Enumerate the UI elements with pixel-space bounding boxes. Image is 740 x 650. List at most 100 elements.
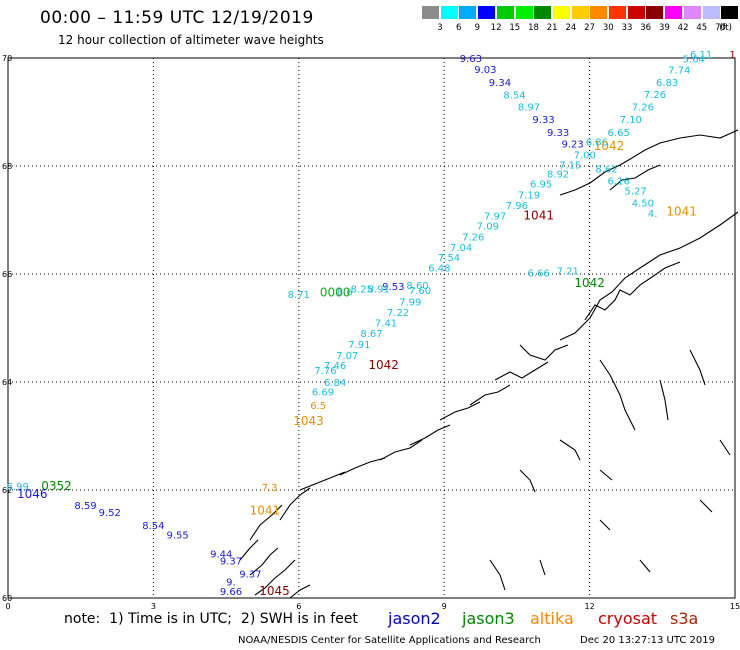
wave-height-reading: 8.25 xyxy=(351,284,373,295)
wave-height-reading: 6.66 xyxy=(528,269,550,280)
scale-swatch xyxy=(646,6,664,19)
longitude-label: 15 xyxy=(730,602,740,611)
wave-height-reading: 1041 xyxy=(250,503,281,517)
scale-swatch xyxy=(609,6,626,19)
wave-height-reading: 1046 xyxy=(17,487,48,501)
wave-height-reading: 7.46 xyxy=(324,361,346,372)
wave-height-reading: 9.34 xyxy=(489,78,511,89)
scale-label: 70 xyxy=(715,23,726,33)
wave-height-reading: 6.99 xyxy=(7,482,29,493)
scale-label: 45 xyxy=(696,23,708,33)
scale-label: 36 xyxy=(640,23,652,33)
map-frame xyxy=(7,57,736,599)
scale-label: 12 xyxy=(490,23,502,33)
wave-height-reading: 9.44 xyxy=(210,550,232,561)
wave-height-reading: 8.62 xyxy=(595,164,617,175)
wave-height-reading: 7.99 xyxy=(399,297,421,308)
wave-height-reading: 6.83 xyxy=(656,78,678,89)
wave-height-reading: 7.76 xyxy=(314,366,336,377)
latitude-label: 64 xyxy=(2,378,12,387)
wave-height-reading: 7.41 xyxy=(375,318,397,329)
wave-height-reading: 6.16 xyxy=(608,176,630,187)
wave-height-reading: 7.60 xyxy=(409,286,431,297)
wave-height-reading: 1042 xyxy=(594,139,625,153)
scale-swatch xyxy=(571,6,589,19)
scale-swatch xyxy=(702,6,720,19)
wave-height-reading: 7.04 xyxy=(450,243,472,254)
wave-height-reading: 9.03 xyxy=(474,65,496,76)
wave-height-reading: 7.19 xyxy=(518,190,540,201)
coastline xyxy=(239,129,739,599)
longitude-label: 6 xyxy=(296,602,301,611)
scale-swatch xyxy=(665,6,683,19)
latitude-label: 66 xyxy=(2,270,12,279)
wave-height-reading: 1041 xyxy=(666,205,697,219)
wave-height-reading: 8.54 xyxy=(142,521,164,532)
scale-swatch xyxy=(496,6,514,19)
wave-height-reading: 8.67 xyxy=(360,329,382,340)
scale-label: 30 xyxy=(602,23,614,33)
scale-label: 6 xyxy=(455,23,462,33)
wave-height-reading: 6.65 xyxy=(608,128,630,139)
wave-height-reading: 9.55 xyxy=(167,531,189,542)
scale-label: 9 xyxy=(474,23,481,33)
wave-height-reading: 7.10 xyxy=(620,115,642,126)
altimeter-readings: 9.639.039.348.548.979.339.339.23 6.866.65… xyxy=(7,50,736,598)
wave-height-reading: 9.37 xyxy=(220,557,242,568)
scale-unit: (ft) xyxy=(719,23,732,33)
wave-height-reading: 9.23 xyxy=(562,140,584,151)
satellite-jason2-label: jason2 xyxy=(388,609,441,628)
scale-label: 18 xyxy=(528,23,539,33)
wave-height-reading: 8.92 xyxy=(547,169,569,180)
wave-height-reading: 6.84 xyxy=(324,378,346,389)
wave-height-reading: 8.59 xyxy=(74,501,96,512)
longitude-label: 9 xyxy=(442,602,447,611)
wave-height-reading: 1045 xyxy=(259,584,290,598)
wave-height-reading: 8.6 xyxy=(337,288,353,299)
scale-label: 24 xyxy=(565,23,577,33)
wave-height-reading: 9.53 xyxy=(382,282,404,293)
wave-height-reading: 1041 xyxy=(523,208,554,222)
scale-label: 39 xyxy=(658,23,670,33)
wave-height-reading: 9. xyxy=(226,578,236,589)
longitude-label: 12 xyxy=(585,602,595,611)
wave-height-reading: 8.91 xyxy=(368,284,390,295)
axis-labels: 70 68 66 64 62 600 3 6 9 12 15 xyxy=(2,54,740,611)
wave-height-reading: 7.09 xyxy=(477,222,499,233)
scale-swatch xyxy=(440,6,458,19)
wave-height-reading: 1043 xyxy=(293,414,324,428)
satellite-cryosat-label: cryosat xyxy=(598,609,658,628)
wave-height-reading: 5.27 xyxy=(625,187,647,198)
wave-height-reading: 5.64 xyxy=(683,54,705,65)
wave-height-reading: 0000 xyxy=(320,286,351,300)
longitude-label: 0 xyxy=(5,602,10,611)
scale-swatch xyxy=(478,6,496,19)
footnote-text: note: 1) Time is in UTC; 2) SWH is in fe… xyxy=(64,611,358,627)
wave-height-reading: 6.95 xyxy=(530,180,552,191)
scale-swatch xyxy=(552,6,570,19)
wave-height-reading: 8.54 xyxy=(503,91,525,102)
scale-label: 33 xyxy=(621,23,633,33)
latitude-label: 68 xyxy=(2,162,12,171)
wave-height-reading: 1042 xyxy=(574,276,605,290)
wave-height-reading: 7.22 xyxy=(387,308,409,319)
satellite-jason3-label: jason3 xyxy=(462,609,515,628)
wave-height-reading: 9.63 xyxy=(460,54,482,65)
wave-height-reading: 7.3 xyxy=(262,483,278,494)
satellite-s3a-label: s3a xyxy=(670,609,699,628)
latitude-label: 70 xyxy=(2,54,12,63)
scale-swatch xyxy=(459,6,477,19)
wave-height-reading: 9.52 xyxy=(99,508,121,519)
wave-height-reading: 7.00 xyxy=(574,150,596,161)
scale-swatch xyxy=(515,6,533,19)
wave-height-reading: 6.69 xyxy=(312,388,334,399)
wave-height-reading: 7.26 xyxy=(644,90,666,101)
wave-height-reading: 7.54 xyxy=(438,253,460,264)
wave-height-reading: 6.48 xyxy=(428,263,450,274)
wave-height-reading: 1042 xyxy=(368,358,399,372)
scale-label: 21 xyxy=(546,23,558,33)
wave-height-reading: 4.50 xyxy=(632,199,654,210)
latitude-label: 62 xyxy=(2,486,12,495)
wave-height-reading: 8.71 xyxy=(288,290,310,301)
